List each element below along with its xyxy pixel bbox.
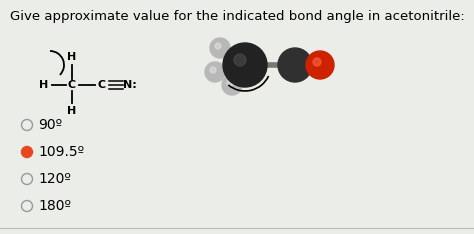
Circle shape bbox=[234, 54, 246, 66]
Circle shape bbox=[227, 80, 233, 86]
Circle shape bbox=[278, 48, 312, 82]
Text: H: H bbox=[67, 52, 77, 62]
Circle shape bbox=[205, 62, 225, 82]
Circle shape bbox=[21, 173, 33, 184]
Text: 109.5º: 109.5º bbox=[38, 145, 84, 159]
Text: H: H bbox=[39, 80, 49, 90]
Text: 180º: 180º bbox=[38, 199, 71, 213]
Circle shape bbox=[21, 201, 33, 212]
Text: C: C bbox=[98, 80, 106, 90]
Text: 90º: 90º bbox=[38, 118, 62, 132]
Circle shape bbox=[306, 51, 334, 79]
Text: Give approximate value for the indicated bond angle in acetonitrile:: Give approximate value for the indicated… bbox=[9, 10, 465, 23]
Circle shape bbox=[210, 67, 216, 73]
Circle shape bbox=[21, 120, 33, 131]
Text: C: C bbox=[68, 80, 76, 90]
Text: 120º: 120º bbox=[38, 172, 71, 186]
Text: H: H bbox=[67, 106, 77, 116]
Circle shape bbox=[313, 58, 321, 66]
Text: N:: N: bbox=[123, 80, 137, 90]
Circle shape bbox=[222, 75, 242, 95]
Circle shape bbox=[210, 38, 230, 58]
Circle shape bbox=[223, 43, 267, 87]
Circle shape bbox=[215, 43, 221, 49]
Circle shape bbox=[21, 146, 33, 157]
